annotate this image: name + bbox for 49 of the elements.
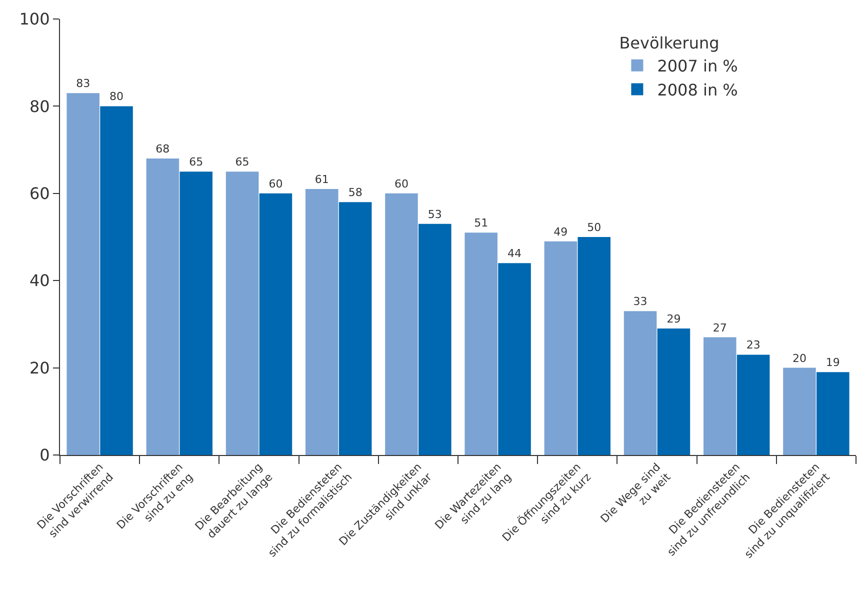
data-label: 68 [156,142,170,156]
bar [146,158,180,455]
bar [736,354,770,455]
bar [338,202,372,455]
bar [657,328,690,455]
data-label: 19 [826,356,840,370]
data-label: 83 [76,77,90,90]
bar [418,224,452,455]
bar [259,193,292,455]
y-tick-label: 0 [40,446,50,465]
bar [498,263,531,455]
bar [783,368,816,455]
data-label: 29 [666,312,681,326]
y-tick-label: 20 [29,358,50,378]
data-label: 23 [746,338,760,352]
bar [66,93,100,455]
data-label: 61 [314,173,329,186]
data-label: 53 [428,208,442,221]
data-label: 20 [792,352,806,365]
legend-title: Bevölkerung [619,34,720,53]
data-label: 27 [712,321,727,334]
data-label: 60 [268,177,283,190]
data-label: 60 [394,177,408,190]
data-label: 33 [633,295,648,308]
y-tick-label: 100 [19,10,50,29]
bar [578,237,610,455]
bar [464,232,498,455]
data-label: 50 [587,221,602,234]
data-label: 44 [508,247,522,260]
legend-label: 2008 in % [657,80,738,100]
bar [385,193,418,455]
bar [816,372,850,455]
bar [180,172,212,455]
data-label: 80 [110,90,124,104]
bar [100,106,133,455]
legend-label: 2007 in % [657,56,738,76]
bar [704,337,736,455]
y-tick-label: 40 [29,271,50,290]
bar [306,189,338,455]
data-label: 58 [348,186,362,200]
bar [226,172,259,455]
data-label: 65 [235,156,250,169]
bar [624,311,657,455]
data-label: 49 [554,225,568,238]
y-tick-label: 60 [29,184,50,203]
y-tick-label: 80 [29,96,50,116]
data-label: 51 [474,216,488,230]
data-label: 65 [189,156,204,169]
bar [544,241,578,455]
